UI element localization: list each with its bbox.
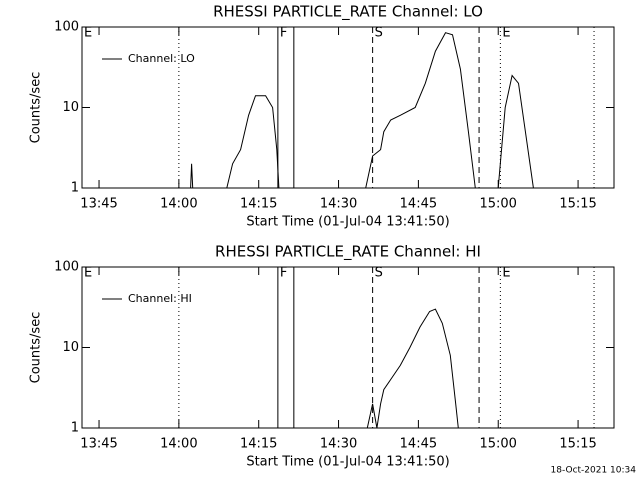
y-tick-label: 100 (54, 20, 79, 35)
event-label: F (280, 266, 287, 281)
event-label: E (84, 26, 92, 41)
event-label: F (280, 26, 287, 41)
x-tick-label: 13:45 (80, 437, 117, 452)
x-tick-label: 15:15 (559, 197, 596, 212)
x-tick-label: 14:15 (240, 437, 277, 452)
x-tick-label: 14:45 (400, 197, 437, 212)
y-axis-label: Counts/sec (29, 72, 44, 144)
x-tick-label: 15:00 (479, 437, 516, 452)
y-tick-label: 10 (62, 100, 79, 115)
y-tick-label: 10 (62, 340, 79, 355)
chart-title: RHESSI PARTICLE_RATE Channel: LO (213, 3, 483, 22)
y-tick-label: 100 (54, 260, 79, 275)
y-tick-label: 1 (71, 421, 79, 436)
x-tick-label: 14:45 (400, 437, 437, 452)
y-tick-label: 1 (71, 181, 79, 196)
x-axis-label: Start Time (01-Jul-04 13:41:50) (246, 455, 449, 470)
chart-title: RHESSI PARTICLE_RATE Channel: HI (215, 243, 481, 262)
timestamp: 18-Oct-2021 10:34 (551, 466, 637, 476)
x-tick-label: 14:30 (320, 437, 357, 452)
x-tick-label: 15:00 (479, 197, 516, 212)
legend-label: Channel: HI (128, 292, 192, 305)
x-axis-label: Start Time (01-Jul-04 13:41:50) (246, 215, 449, 230)
x-tick-label: 13:45 (80, 197, 117, 212)
event-label: S (375, 266, 383, 281)
event-label: E (502, 26, 510, 41)
data-line (366, 308, 459, 429)
event-label: S (375, 26, 383, 41)
x-tick-label: 14:15 (240, 197, 277, 212)
y-axis-label: Counts/sec (29, 312, 44, 384)
x-tick-label: 14:30 (320, 197, 357, 212)
event-label: E (502, 266, 510, 281)
data-line (190, 32, 534, 189)
x-tick-label: 14:00 (160, 197, 197, 212)
legend-label: Channel: LO (128, 52, 195, 65)
x-tick-label: 14:00 (160, 437, 197, 452)
x-tick-label: 15:15 (559, 437, 596, 452)
event-label: E (84, 266, 92, 281)
